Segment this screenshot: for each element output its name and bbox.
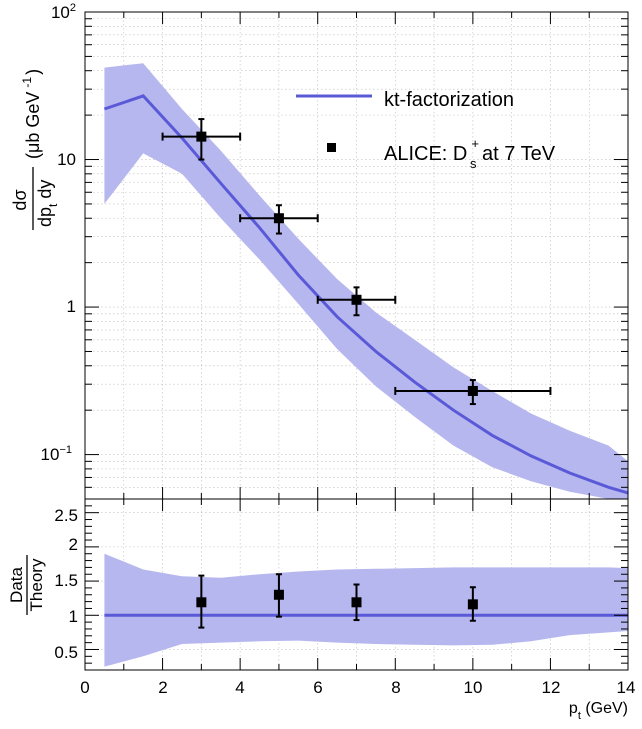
- ratio-uncertainty-band: [104, 553, 628, 667]
- ratio-point-marker: [351, 597, 362, 608]
- ratio-y-numerator: Data: [7, 567, 26, 603]
- ratio-data-points: [196, 573, 478, 629]
- y-tick-label-10: 10: [57, 150, 76, 169]
- x-axis-title: pt (GeV): [569, 700, 628, 722]
- x-tick-14: 14: [617, 678, 636, 697]
- x-tick-6: 6: [313, 678, 322, 697]
- data-point: [394, 379, 552, 406]
- theory-curve: [103, 94, 629, 495]
- data-point-marker: [273, 213, 284, 224]
- ratio-point-marker: [467, 599, 478, 610]
- y-axis-frac-denominator: dpt dy: [35, 180, 60, 227]
- data-point-marker: [351, 294, 362, 305]
- ratio-y-tick-2: 2: [69, 535, 78, 554]
- data-point: [316, 286, 397, 317]
- legend-data-label: ALICE: D + s at 7 TeV: [384, 136, 556, 171]
- legend: kt-factorization ALICE: D + s at 7 TeV: [296, 89, 556, 171]
- data-point: [239, 204, 319, 235]
- x-tick-12: 12: [542, 678, 561, 697]
- ratio-point-marker: [273, 589, 284, 600]
- top-axis-ticks: [84, 12, 629, 500]
- data-points: [161, 118, 552, 406]
- legend-data-marker: [327, 143, 336, 152]
- y-tick-label-0.1: 10−1: [41, 444, 72, 464]
- ratio-y-tick-2.5: 2.5: [54, 506, 78, 525]
- x-tick-4: 4: [235, 678, 244, 697]
- ratio-y-tick-1: 1: [69, 607, 78, 626]
- y-axis-frac-numerator: dσ: [10, 189, 30, 210]
- legend-theory-label: kt-factorization: [384, 89, 514, 111]
- y-axis-title: dσ dpt dy (μb GeV-1): [10, 69, 60, 230]
- ratio-y-denominator: Theory: [27, 558, 46, 611]
- ratio-data-point: [273, 573, 284, 618]
- data-point-marker: [467, 385, 478, 396]
- data-point: [161, 118, 242, 161]
- ratio-data-point: [196, 574, 207, 629]
- ratio-y-axis-title: Data Theory: [7, 555, 46, 615]
- data-point-marker: [196, 131, 207, 142]
- ratio-point-marker: [196, 597, 207, 608]
- ratio-data-point: [467, 586, 478, 622]
- y-tick-label-1: 1: [67, 297, 76, 316]
- x-tick-8: 8: [391, 678, 400, 697]
- y-axis-unit: (μb GeV-1): [20, 69, 43, 159]
- ratio-panel-frame: [84, 498, 629, 671]
- ratio-y-tick-0.5: 0.5: [54, 643, 78, 662]
- y-tick-label-100: 102: [51, 2, 76, 22]
- x-tick-2: 2: [158, 678, 167, 697]
- x-tick-10: 10: [464, 678, 483, 697]
- ratio-data-point: [351, 583, 362, 622]
- ratio-y-tick-1.5: 1.5: [54, 571, 78, 590]
- x-tick-0: 0: [80, 678, 89, 697]
- theory-uncertainty-band: [104, 63, 628, 499]
